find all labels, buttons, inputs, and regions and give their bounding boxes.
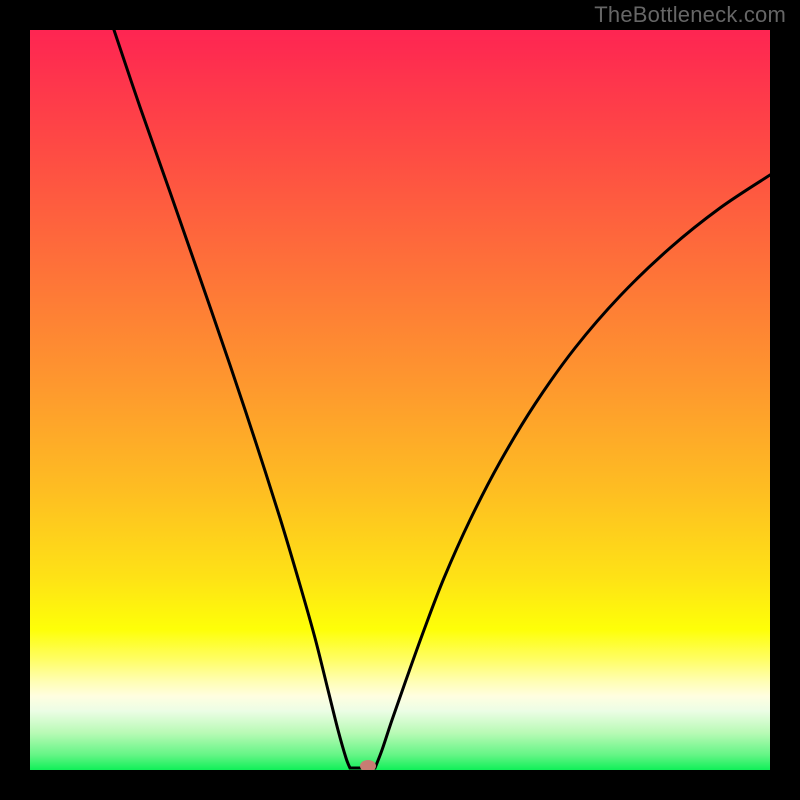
chart-container: TheBottleneck.com [0,0,800,800]
highlight-dot [360,760,376,770]
plot-area [30,30,770,770]
curve-layer [30,30,770,770]
watermark-text: TheBottleneck.com [594,2,786,28]
bottleneck-curve [114,30,770,768]
